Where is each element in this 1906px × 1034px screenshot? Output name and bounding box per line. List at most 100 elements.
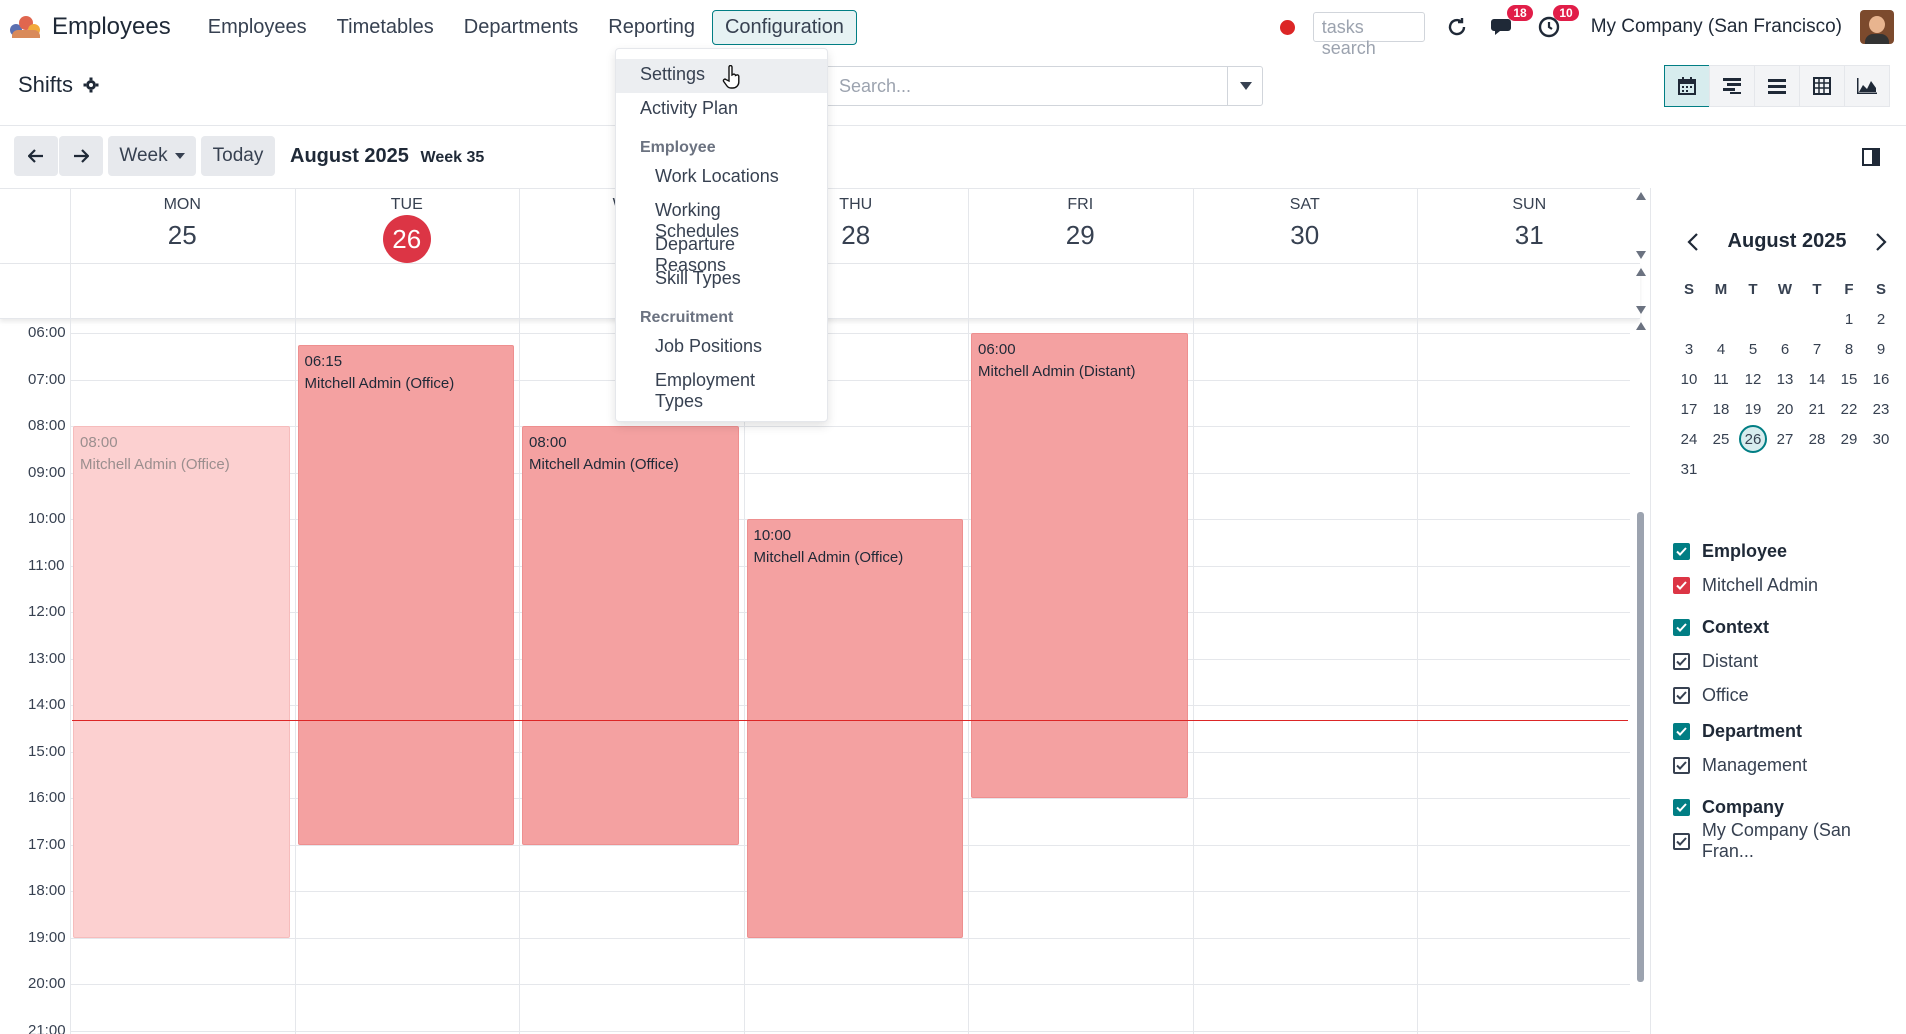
mini-calendar-day[interactable]: 22 [1840, 400, 1858, 418]
mini-calendar-day[interactable]: 21 [1808, 400, 1826, 418]
day-header-sun[interactable]: SUN 31 [1417, 189, 1641, 265]
filter-header-checkbox[interactable] [1673, 722, 1690, 740]
mini-calendar-day[interactable]: 10 [1680, 370, 1698, 388]
filter-item[interactable]: My Company (San Fran... [1673, 820, 1906, 861]
toggle-sidebar-button[interactable] [1862, 148, 1880, 171]
menu-departments[interactable]: Departments [463, 15, 579, 38]
day-header-fri[interactable]: FRI 29 [968, 189, 1192, 265]
chat-icon[interactable]: 18 [1489, 5, 1533, 41]
day-header-sat[interactable]: SAT 30 [1192, 189, 1417, 265]
mini-calendar-day[interactable]: 31 [1680, 460, 1698, 478]
all-day-cell[interactable] [1192, 264, 1418, 319]
menu-job-positions[interactable]: Job Positions [655, 336, 763, 356]
grid-scroll-up-icon[interactable] [1636, 322, 1646, 330]
pivot-view-button[interactable] [1799, 65, 1845, 107]
shift-event[interactable]: 06:15 Mitchell Admin (Office) [297, 344, 514, 845]
filter-item[interactable]: Mitchell Admin [1673, 568, 1818, 602]
menu-skill-types[interactable]: Skill Types [655, 268, 741, 288]
mini-calendar-day[interactable]: 13 [1776, 370, 1794, 388]
all-day-cell[interactable] [294, 264, 520, 319]
user-avatar[interactable] [1860, 10, 1894, 44]
tasks-search-input[interactable]: tasks search [1312, 12, 1425, 58]
mini-calendar-day[interactable]: 17 [1680, 400, 1698, 418]
filter-header-checkbox[interactable] [1673, 618, 1690, 636]
chevron-left-icon[interactable] [1687, 232, 1699, 251]
mini-calendar-day[interactable]: 16 [1872, 370, 1890, 388]
menu-departure-reasons[interactable]: Departure Reasons [655, 234, 736, 275]
company-switcher[interactable]: My Company (San Francisco) [1590, 16, 1842, 37]
mini-calendar-day[interactable]: 23 [1872, 400, 1890, 418]
allday-scroll-up-icon[interactable] [1636, 268, 1646, 276]
menu-employees[interactable]: Employees [207, 15, 307, 38]
mini-calendar-day[interactable]: 8 [1844, 340, 1854, 358]
list-view-button[interactable] [1754, 65, 1800, 107]
filter-checkbox[interactable] [1673, 652, 1690, 670]
shift-event[interactable]: 08:00 Mitchell Admin (Office) [522, 426, 739, 845]
mini-calendar-day[interactable]: 18 [1712, 400, 1730, 418]
all-day-cell[interactable] [519, 264, 744, 319]
shift-event[interactable]: 10:00 Mitchell Admin (Office) [746, 519, 963, 938]
day-header-mon[interactable]: MON 25 [70, 189, 294, 265]
activity-clock-icon[interactable]: 10 [1535, 5, 1579, 41]
mini-calendar-day[interactable]: 7 [1812, 340, 1822, 358]
mini-calendar-day[interactable]: 5 [1748, 340, 1758, 358]
day-header-tue[interactable]: TUE 26 [294, 189, 519, 265]
filter-checkbox[interactable] [1673, 686, 1690, 704]
menu-working-schedules[interactable]: Working Schedules [655, 200, 740, 241]
mini-calendar-day[interactable]: 20 [1776, 400, 1794, 418]
mini-calendar-day[interactable]: 15 [1840, 370, 1858, 388]
shift-event[interactable]: 08:00 Mitchell Admin (Office) [73, 426, 290, 938]
gear-icon[interactable] [83, 77, 99, 93]
app-brand[interactable]: Employees [10, 13, 171, 41]
filter-header-checkbox[interactable] [1673, 798, 1690, 816]
scale-dropdown[interactable]: Week [108, 136, 196, 176]
time-grid[interactable]: 06:00 07:00 08:00 09:00 10:00 11:00 12:00 13:00… [0, 319, 1640, 1034]
mini-calendar-day[interactable]: 19 [1744, 400, 1762, 418]
menu-reporting[interactable]: Reporting [608, 15, 695, 38]
menu-activity-plan[interactable]: Activity Plan [640, 98, 739, 118]
filter-header-checkbox[interactable] [1673, 542, 1690, 560]
filter-header[interactable]: Company [1673, 790, 1906, 824]
all-day-cell[interactable] [968, 264, 1193, 319]
scroll-up-icon[interactable] [1636, 192, 1646, 200]
filter-item[interactable]: Distant [1673, 644, 1769, 678]
filter-header[interactable]: Context [1673, 610, 1769, 644]
menu-work-locations[interactable]: Work Locations [655, 166, 779, 186]
mini-calendar-day[interactable]: 1 [1844, 310, 1854, 328]
filter-item[interactable]: Office [1673, 678, 1769, 712]
menu-settings[interactable]: Settings [616, 59, 827, 93]
shift-event[interactable]: 06:00 Mitchell Admin (Distant) [971, 333, 1188, 798]
mini-calendar-day[interactable]: 3 [1684, 340, 1694, 358]
search-options-toggle[interactable] [1227, 66, 1263, 106]
filter-header[interactable]: Employee [1673, 534, 1818, 568]
filter-header[interactable]: Department [1673, 714, 1807, 748]
mini-calendar-day[interactable]: 14 [1808, 370, 1826, 388]
mini-calendar-day[interactable]: 24 [1680, 430, 1698, 448]
filter-item[interactable]: Management [1673, 748, 1807, 782]
mini-calendar-day[interactable]: 25 [1712, 430, 1730, 448]
mini-calendar-day[interactable]: 30 [1872, 430, 1890, 448]
mini-calendar-day[interactable]: 26 [1737, 425, 1769, 453]
filter-checkbox[interactable] [1673, 832, 1690, 850]
gantt-view-button[interactable] [1709, 65, 1755, 107]
filter-checkbox[interactable] [1673, 576, 1690, 594]
menu-configuration[interactable]: Configuration [711, 9, 857, 45]
calendar-scrollbar[interactable] [1637, 512, 1644, 982]
all-day-cell[interactable] [1417, 264, 1642, 319]
recording-dot-icon[interactable] [1279, 19, 1295, 35]
mini-calendar-day[interactable]: 12 [1744, 370, 1762, 388]
refresh-icon[interactable] [1443, 13, 1471, 41]
next-button[interactable] [59, 136, 103, 176]
menu-timetables[interactable]: Timetables [336, 15, 434, 38]
allday-scroll-down-icon[interactable] [1636, 306, 1646, 314]
graph-view-button[interactable] [1844, 65, 1890, 107]
mini-calendar-day[interactable]: 28 [1808, 430, 1826, 448]
today-button[interactable]: Today [201, 136, 275, 176]
mini-calendar-day[interactable]: 27 [1776, 430, 1794, 448]
chevron-right-icon[interactable] [1875, 232, 1887, 251]
mini-calendar-day[interactable]: 29 [1840, 430, 1858, 448]
all-day-cell[interactable] [70, 264, 295, 319]
previous-button[interactable] [14, 136, 58, 176]
mini-calendar-day[interactable]: 2 [1876, 310, 1886, 328]
mini-calendar-day[interactable]: 11 [1713, 370, 1729, 388]
